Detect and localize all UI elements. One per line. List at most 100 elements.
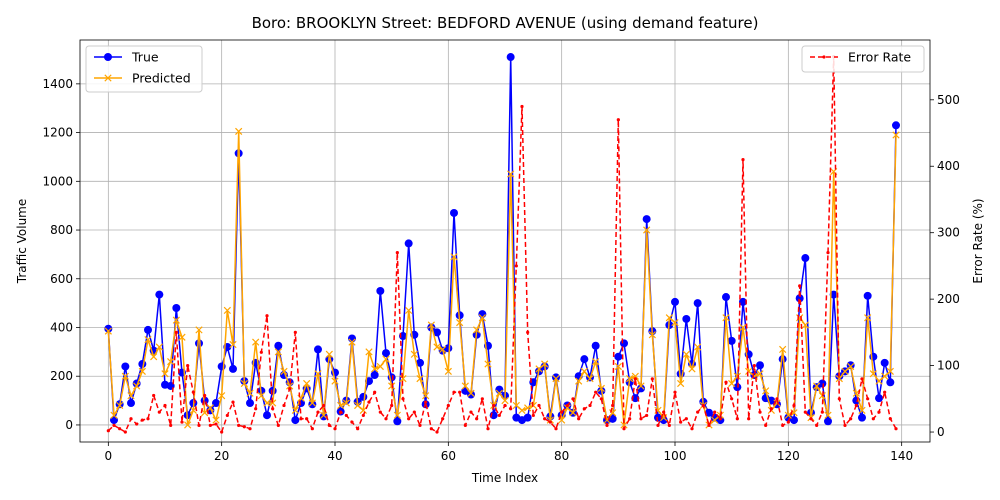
- error-rate-point: [208, 423, 212, 427]
- error-rate-point: [322, 403, 326, 408]
- error-rate-point: [730, 397, 734, 401]
- error-rate-point: [288, 387, 292, 391]
- error-rate-point: [350, 420, 354, 424]
- true-point: [875, 394, 883, 403]
- error-rate-point: [775, 397, 779, 401]
- predicted-point: [223, 306, 231, 315]
- error-rate-point: [520, 104, 524, 109]
- predicted-point: [246, 389, 254, 397]
- predicted-point: [518, 406, 526, 414]
- predicted-point: [507, 170, 515, 178]
- true-point: [144, 325, 152, 334]
- error-rate-point: [894, 427, 898, 431]
- error-rate-point: [684, 417, 688, 421]
- error-rate-point: [191, 390, 195, 394]
- error-rate-point: [259, 350, 263, 354]
- true-point: [359, 392, 368, 401]
- error-rate-point: [333, 427, 337, 431]
- error-rate-point: [798, 284, 802, 288]
- error-rate-point: [463, 423, 467, 427]
- error-rate-point: [429, 427, 433, 431]
- y-tick-label: 1200: [42, 126, 73, 140]
- true-point: [580, 355, 589, 364]
- predicted-point: [620, 421, 628, 429]
- error-rate-point: [344, 413, 348, 418]
- true-point: [121, 362, 130, 371]
- error-rate-point: [407, 417, 411, 421]
- true-point: [404, 239, 413, 248]
- error-rate-point: [282, 403, 286, 408]
- predicted-point: [382, 355, 390, 363]
- error-rate-point: [424, 400, 428, 404]
- predicted-point: [121, 372, 129, 380]
- predicted-point: [886, 367, 894, 375]
- predicted-point: [728, 379, 736, 388]
- predicted-point: [456, 318, 464, 327]
- error-rate-point: [514, 264, 518, 268]
- predicted-point: [439, 345, 447, 354]
- error-rate-point: [786, 420, 790, 424]
- predicted-point: [580, 367, 588, 375]
- error-rate-point: [565, 403, 569, 408]
- predicted-series-line: [107, 130, 897, 426]
- y2-axis-ticks: 0 100 200 300 400 500: [930, 93, 960, 439]
- error-rate-point: [446, 403, 450, 408]
- error-rate-point: [707, 423, 711, 427]
- true-point: [722, 293, 730, 302]
- true-point: [863, 291, 872, 300]
- predicted-point: [252, 338, 260, 346]
- y2-tick-label: 300: [937, 226, 960, 240]
- predicted-point: [450, 253, 458, 261]
- error-rate-point: [140, 418, 144, 422]
- predicted-point: [405, 306, 413, 315]
- predicted-point: [478, 314, 486, 322]
- error-rate-point: [237, 423, 241, 427]
- true-point: [801, 254, 810, 263]
- predicted-point: [342, 399, 350, 407]
- true-point: [246, 399, 254, 408]
- true-point: [795, 294, 804, 303]
- x-tick-label: 40: [327, 449, 342, 463]
- predicted-point: [376, 362, 384, 371]
- error-rate-point: [667, 423, 671, 427]
- predicted-point: [178, 333, 186, 341]
- error-rate-point: [809, 417, 813, 421]
- y2-tick-label: 0: [937, 425, 945, 439]
- plot-frame: [79, 39, 931, 443]
- true-point: [756, 361, 764, 370]
- predicted-point: [631, 372, 639, 380]
- error-rate-point: [254, 407, 258, 411]
- predicted-point: [235, 127, 243, 135]
- error-rate-point: [633, 377, 637, 381]
- error-rate-point: [888, 417, 892, 421]
- predicted-point: [167, 357, 175, 366]
- predicted-point: [671, 318, 679, 327]
- error-rate-point: [265, 314, 269, 318]
- error-rate-point: [180, 420, 184, 424]
- predicted-point: [501, 396, 509, 405]
- predicted-point: [371, 365, 379, 373]
- true-point: [614, 352, 623, 361]
- predicted-point: [269, 399, 277, 407]
- true-point: [314, 345, 322, 354]
- true-point: [478, 310, 487, 319]
- error-rate-point: [639, 417, 643, 421]
- predicted-point: [127, 392, 135, 400]
- x-tick-label: 100: [664, 449, 687, 463]
- error-rate-point: [769, 407, 773, 411]
- x-tick-label: 60: [441, 449, 456, 463]
- predicted-point: [495, 389, 503, 397]
- predicted-point: [575, 377, 583, 385]
- error-rate-point: [395, 251, 399, 255]
- predicted-point: [274, 348, 282, 356]
- true-point: [727, 336, 736, 345]
- error-rate-point: [877, 410, 881, 414]
- error-rate-point: [412, 410, 416, 414]
- predicted-point: [637, 382, 645, 390]
- predicted-point: [314, 370, 322, 378]
- true-point: [274, 341, 283, 350]
- error-rate-point: [662, 410, 666, 414]
- error-rate-point: [435, 430, 439, 434]
- true-point: [682, 314, 691, 323]
